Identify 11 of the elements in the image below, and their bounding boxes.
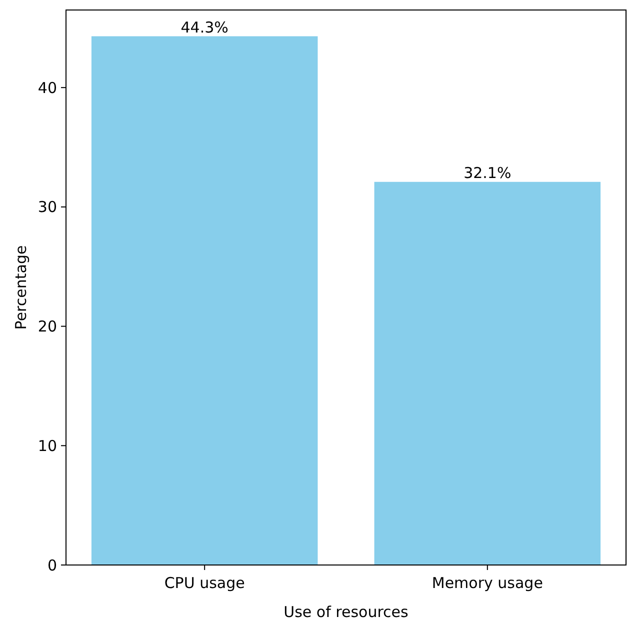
y-tick-label: 0 — [47, 556, 57, 574]
x-tick-label: Memory usage — [432, 574, 543, 592]
x-tick-label: CPU usage — [164, 574, 245, 592]
y-axis-title: Percentage — [12, 245, 30, 330]
x-axis-title: Use of resources — [284, 603, 409, 621]
y-tick-label: 20 — [38, 318, 57, 336]
data-label: 32.1% — [464, 164, 512, 182]
y-tick-label: 40 — [38, 78, 57, 97]
y-tick-label: 30 — [38, 198, 57, 216]
y-tick-label: 10 — [38, 436, 57, 455]
data-label: 44.3% — [180, 18, 228, 36]
